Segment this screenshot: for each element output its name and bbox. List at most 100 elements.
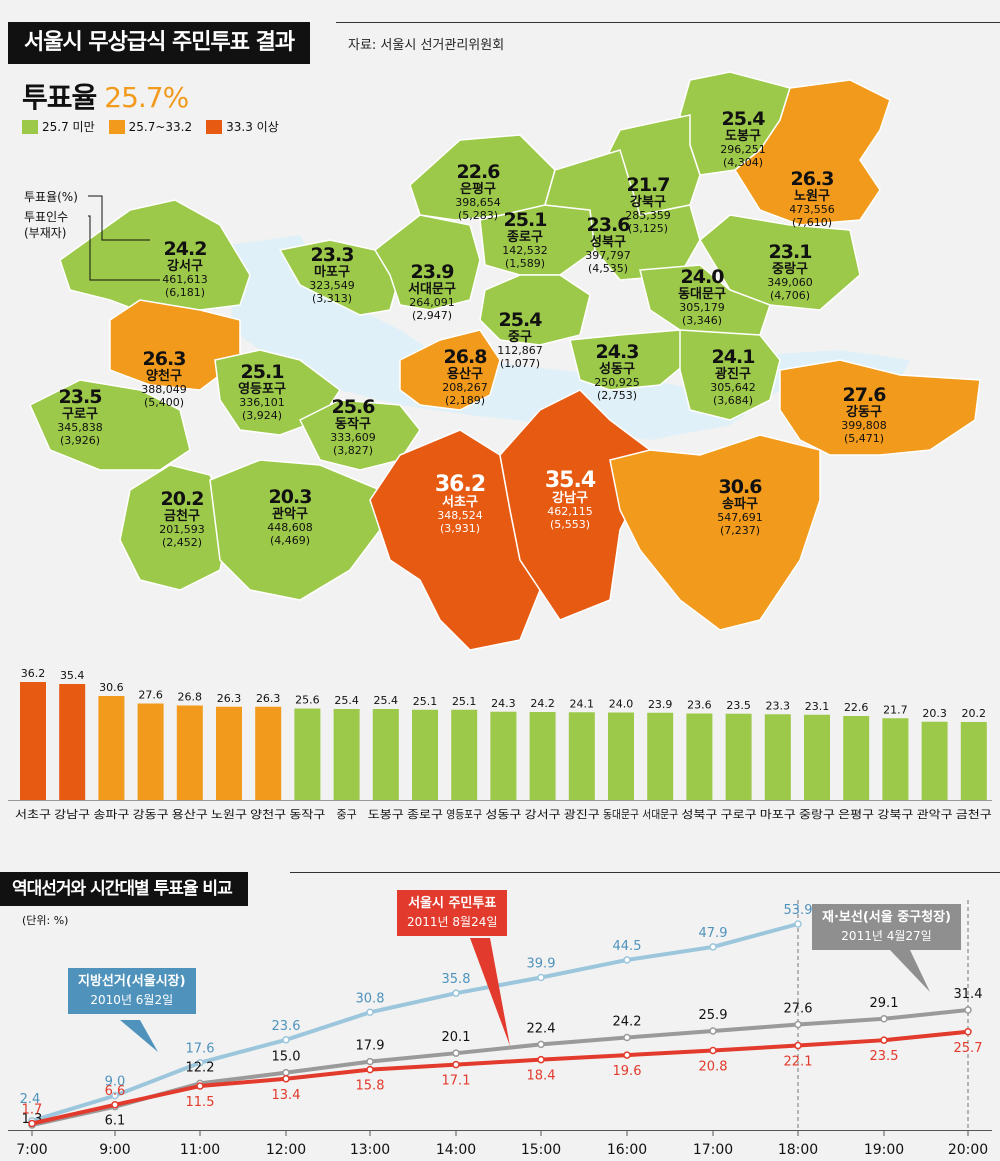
point-value-label: 25.7 — [954, 1041, 983, 1056]
bar — [608, 712, 634, 800]
legend-item-mid: 25.7~33.2 — [108, 118, 193, 135]
bar — [921, 721, 948, 800]
district-name: 성북구 — [590, 235, 626, 250]
district-voters: 323,549 — [309, 279, 355, 292]
line-chart-unit: (단위: %) — [22, 914, 69, 927]
bar-value-label: 23.1 — [805, 700, 830, 713]
series-point — [880, 1015, 888, 1023]
district-shape — [609, 434, 821, 631]
district-voters: 349,060 — [767, 276, 813, 289]
legend-label: 25.7 미만 — [42, 120, 95, 134]
district-label: 23.9 서대문구 264,091 (2,947) — [392, 261, 472, 322]
series-point — [709, 1027, 717, 1035]
bar-value-label: 22.6 — [844, 701, 869, 714]
bar-category-label: 도봉구 — [368, 808, 404, 821]
district-voters: 336,101 — [239, 396, 285, 409]
bar-value-label: 21.7 — [883, 703, 908, 716]
district-absentee: (6,181) — [164, 286, 206, 299]
district-rate: 20.3 — [268, 486, 313, 508]
bar-category-label: 마포구 — [760, 808, 796, 821]
callout-title: 지방선거(서울시장) — [78, 974, 186, 989]
bar-category-label: 성북구 — [681, 808, 717, 821]
district-shape — [779, 359, 981, 456]
bar-category-label: 동대문구 — [603, 808, 639, 821]
bar-category-label: 중랑구 — [799, 808, 835, 821]
point-value-label: 18.4 — [527, 1069, 556, 1084]
bar-category-label: 은평구 — [838, 808, 874, 821]
bar-value-label: 25.4 — [374, 694, 399, 707]
district-label: 25.4 중구 112,867 (1,077) — [480, 309, 560, 370]
district-shape — [734, 79, 891, 226]
series-point — [452, 1060, 460, 1069]
turnout-value: 25.7% — [104, 81, 189, 114]
x-tick-label: 14:00 — [436, 1142, 476, 1158]
district-voters: 399,808 — [841, 419, 887, 432]
district-name: 종로구 — [507, 230, 543, 245]
district-rate: 23.1 — [768, 241, 813, 263]
district-absentee: (4,535) — [587, 262, 629, 275]
bar — [255, 706, 282, 800]
district-absentee: (5,283) — [457, 209, 499, 222]
district-name: 동대문구 — [678, 287, 726, 302]
bar-category-label: 서초구 — [15, 808, 51, 821]
district-rate: 25.6 — [331, 396, 376, 418]
district-label: 35.4 강남구 462,115 (5,553) — [530, 470, 610, 532]
x-tick-label: 15:00 — [521, 1142, 561, 1158]
district-rate: 23.3 — [310, 244, 355, 266]
bar-category-label: 영등포구 — [446, 808, 482, 821]
district-name: 금천구 — [164, 509, 200, 524]
bar-category-label: 중구 — [336, 808, 356, 821]
district-name: 영등포구 — [238, 382, 286, 397]
district-voters: 345,838 — [57, 421, 103, 434]
district-rate: 23.9 — [410, 261, 455, 283]
bar-value-label: 30.6 — [99, 681, 124, 694]
district-label: 23.1 중랑구 349,060 (4,706) — [750, 241, 830, 302]
district-label: 36.2 서초구 348,524 (3,931) — [420, 474, 500, 536]
series-point — [366, 1008, 374, 1017]
district-absentee: (4,706) — [769, 289, 811, 302]
bar-category-label: 종로구 — [407, 808, 443, 821]
district-voters: 398,654 — [455, 196, 501, 209]
point-value-label: 12.2 — [186, 1060, 215, 1075]
point-value-label: 44.5 — [613, 939, 642, 954]
bar — [372, 709, 399, 800]
district-label: 20.2 금천구 201,593 (2,452) — [142, 488, 222, 549]
point-value-label: 27.6 — [784, 1002, 813, 1017]
point-value-label: 22.1 — [784, 1055, 813, 1070]
point-value-label: 11.5 — [186, 1095, 215, 1110]
bar-value-label: 25.6 — [295, 694, 320, 707]
bar — [20, 682, 46, 800]
callout-date: 2011년 8월24일 — [407, 915, 498, 929]
bar — [804, 714, 830, 800]
district-rate: 27.6 — [842, 384, 887, 406]
district-voters: 388,049 — [141, 383, 187, 396]
series-point — [537, 1055, 545, 1064]
series-line — [31, 1008, 969, 1127]
page-title: 서울시 무상급식 주민투표 결과 — [8, 22, 311, 64]
series-point — [794, 1020, 802, 1029]
district-voters: 333,609 — [330, 431, 376, 444]
legend-label: 25.7~33.2 — [128, 119, 193, 134]
district-shape — [374, 214, 481, 311]
bar — [568, 712, 595, 800]
hourly-turnout-line-chart: 7:00 9:00 11:00 12:00 13:00 14:00 15:00 16:00 17… — [8, 900, 992, 1158]
district-label: 23.5 구로구 345,838 (3,926) — [40, 386, 120, 447]
district-voters: 448,608 — [267, 521, 313, 534]
callout-title: 재·보선(서울 중구청장) — [822, 910, 951, 925]
key-leader-voters — [88, 215, 160, 281]
point-value-label: 30.8 — [356, 991, 385, 1006]
district-shape — [499, 389, 651, 621]
bar-category-label: 강서구 — [525, 808, 561, 821]
bar — [725, 713, 752, 800]
callout-by-election: 재·보선(서울 중구청장) 2011년 4월27일 — [812, 904, 961, 950]
district-absentee: (5,400) — [143, 396, 185, 409]
x-tick-label: 13:00 — [350, 1142, 390, 1158]
point-value-label: 17.1 — [442, 1074, 471, 1089]
bar — [59, 684, 86, 800]
district-voters: 305,179 — [679, 301, 725, 314]
bar — [686, 713, 713, 800]
district-absentee: (2,947) — [411, 309, 453, 322]
bar-category-label: 노원구 — [211, 808, 247, 821]
district-label: 26.3 양천구 388,049 (5,400) — [124, 348, 204, 409]
bar-value-label: 25.4 — [334, 694, 359, 707]
